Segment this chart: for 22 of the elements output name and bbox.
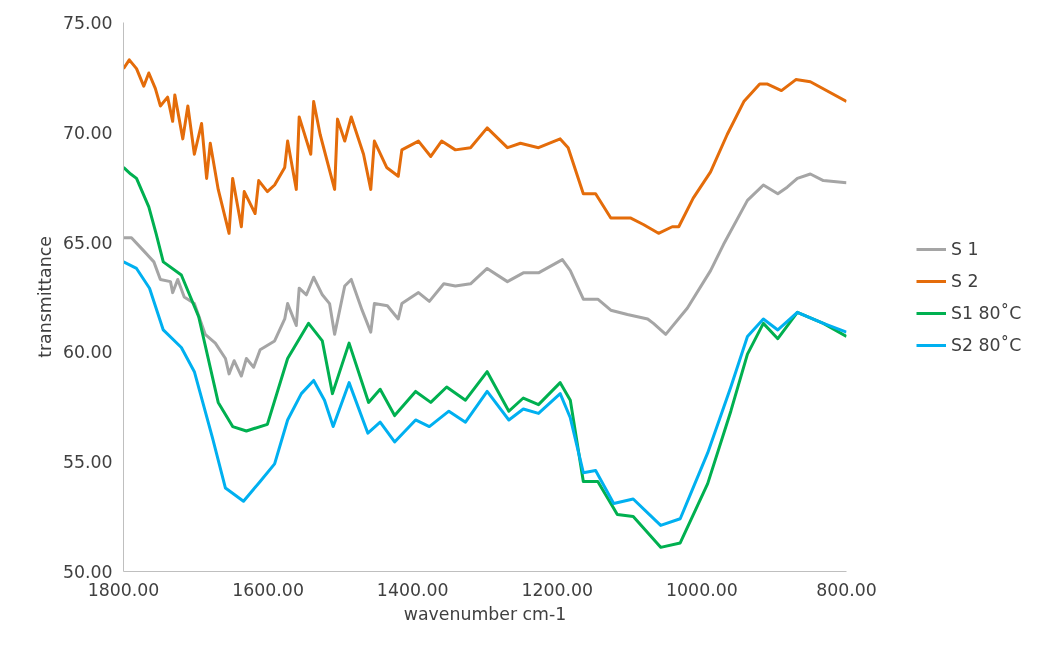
y-tick-label: 50.00 [62, 562, 113, 582]
x-tick-label: 1000.00 [666, 579, 738, 600]
x-tick-label: 1800.00 [87, 579, 160, 600]
legend-label: S 1 [951, 238, 980, 259]
y-axis-title: transmittance [34, 236, 55, 358]
y-tick-label: 55.00 [62, 452, 113, 473]
x-tick-label: 800.00 [816, 579, 877, 600]
x-axis-title: wavenumber cm-1 [403, 603, 567, 624]
legend-label: S2 80˚C [951, 334, 1023, 355]
x-tick-label: 1400.00 [376, 579, 449, 600]
y-tick-label: 65.00 [62, 232, 113, 253]
y-tick-label: 70.00 [62, 122, 113, 143]
line-series [123, 172, 847, 378]
x-tick-label: 1600.00 [232, 579, 304, 600]
y-tick-label: 75.00 [62, 13, 113, 33]
x-tick-label: 1200.00 [521, 579, 594, 600]
legend-label: S 2 [951, 270, 980, 291]
line-series [123, 260, 847, 527]
y-tick-label: 60.00 [62, 342, 113, 363]
legend-label: S1 80˚C [951, 302, 1023, 323]
line-series [123, 165, 847, 549]
line-series [123, 58, 847, 235]
